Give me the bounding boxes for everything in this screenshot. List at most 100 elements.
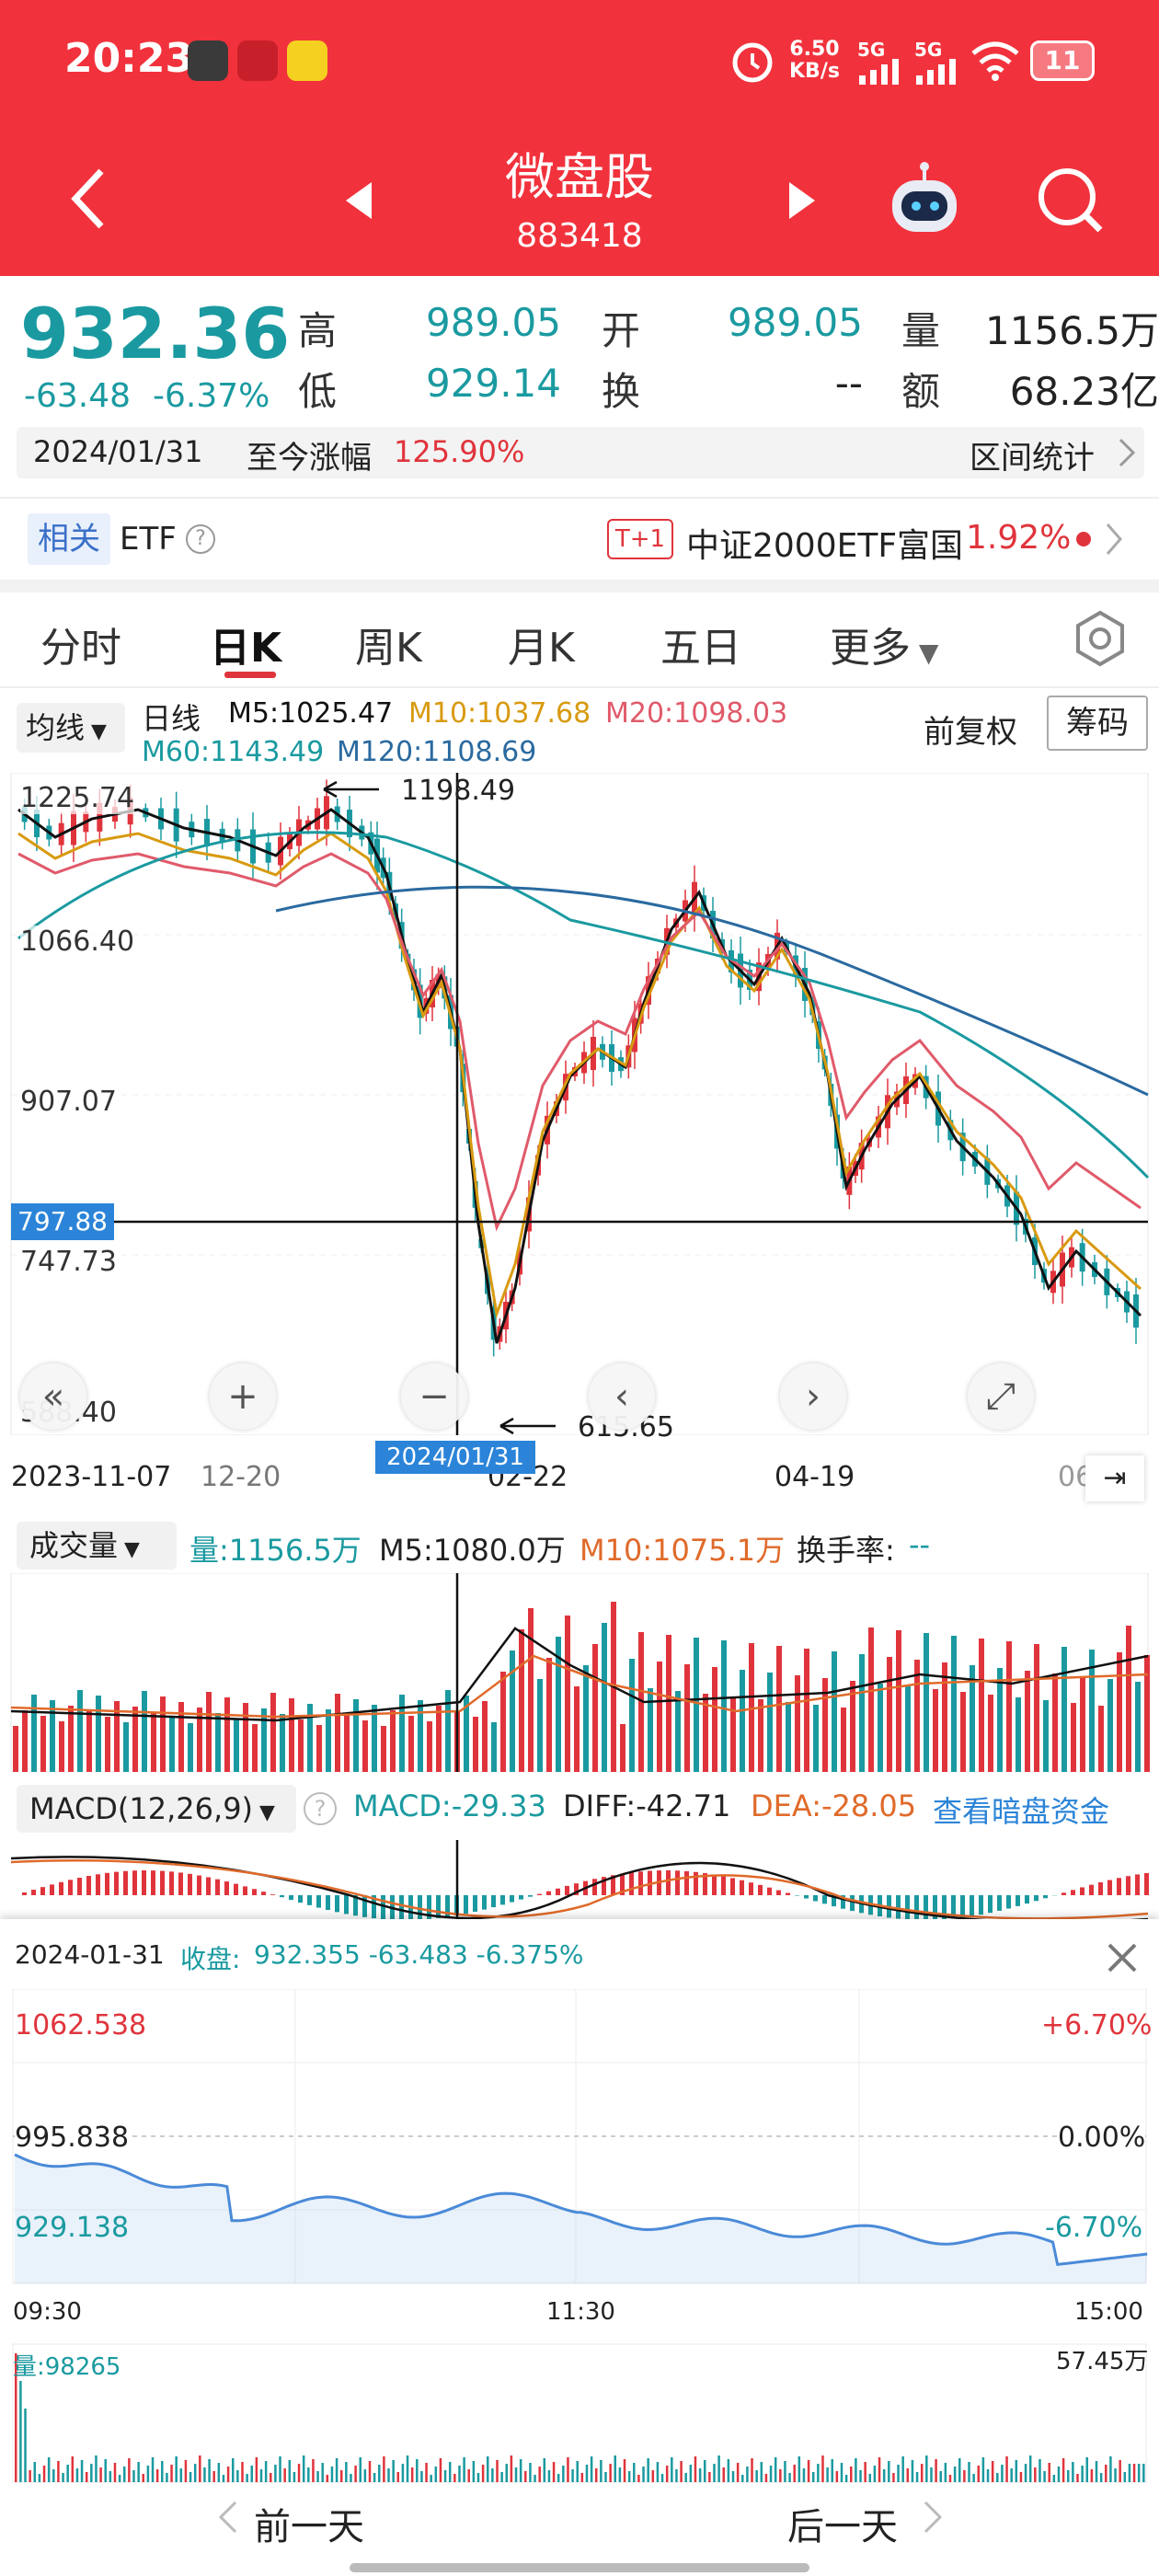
macd-bar xyxy=(22,1892,27,1895)
macd-bar xyxy=(804,1895,809,1899)
intraday-pct-top: +6.70% xyxy=(1041,2009,1153,2041)
help-icon[interactable]: ? xyxy=(186,524,215,554)
intraday-vol-bar xyxy=(1095,2461,1098,2482)
macd-bar xyxy=(243,1886,247,1895)
chips-button[interactable]: 筹码 xyxy=(1047,696,1148,751)
intraday-vol-bar xyxy=(75,2468,79,2482)
back-icon[interactable] xyxy=(66,166,112,230)
scroll-left-fast-button[interactable]: « xyxy=(20,1363,86,1430)
volume-bar xyxy=(1126,1626,1131,1772)
intraday-area xyxy=(15,2155,1148,2283)
t1-badge: T+1 xyxy=(607,519,673,559)
volume-bar xyxy=(1061,1647,1067,1772)
volume-bar xyxy=(280,1714,285,1772)
volume-bar xyxy=(648,1688,653,1772)
volume-bar xyxy=(1117,1652,1122,1772)
turnover-value: -- xyxy=(834,361,863,406)
help-icon[interactable]: ? xyxy=(304,1792,337,1825)
intraday-vol-bar xyxy=(29,2470,31,2482)
volume-bar xyxy=(620,1724,625,1772)
prev-arrow-icon[interactable] xyxy=(340,180,377,221)
tab-intraday[interactable]: 分时 xyxy=(40,625,121,672)
ma10-line xyxy=(17,832,1142,1319)
macd-bar xyxy=(1034,1895,1039,1902)
tab-daily-k[interactable]: 日K xyxy=(210,625,282,672)
intraday-vol-bar xyxy=(378,2465,381,2482)
volume-select[interactable]: 成交量 ▼ xyxy=(17,1522,177,1570)
prev-day-button[interactable]: 前一天 xyxy=(254,2506,364,2548)
ma-select[interactable]: 均线 ▼ xyxy=(17,703,125,753)
tab-monthly-k[interactable]: 月K xyxy=(508,625,575,672)
macd-bar xyxy=(252,1889,257,1895)
scroll-left-button[interactable]: ‹ xyxy=(589,1363,655,1430)
range-stats-link[interactable]: 区间统计 xyxy=(970,440,1095,477)
robot-icon[interactable] xyxy=(883,160,966,243)
intraday-vol-bar xyxy=(585,2465,589,2482)
macd-bar xyxy=(151,1870,155,1895)
intraday-vol-bar xyxy=(425,2463,428,2482)
tab-weekly-k[interactable]: 周K xyxy=(355,625,422,672)
intraday-vol-bar xyxy=(453,2474,456,2482)
intraday-vol-bar xyxy=(689,2465,693,2482)
jump-latest-button[interactable]: ⇥ xyxy=(1085,1455,1144,1501)
dark-pool-link[interactable]: 查看暗盘资金 xyxy=(933,1794,1110,1829)
macd-bar xyxy=(280,1895,284,1898)
intraday-vol-bar xyxy=(212,2471,215,2482)
next-day-button[interactable]: 后一天 xyxy=(787,2506,898,2548)
page-title: 微盘股 xyxy=(505,148,654,206)
macd-bar xyxy=(997,1895,1002,1911)
last-price: 932.36 xyxy=(20,293,291,374)
intraday-vol-bar xyxy=(864,2462,866,2482)
intraday-vol-bar xyxy=(288,2460,292,2482)
intraday-vol-bar xyxy=(873,2466,877,2482)
volume-bar xyxy=(1071,1703,1076,1772)
scroll-right-button[interactable]: › xyxy=(780,1363,846,1430)
close-icon[interactable] xyxy=(1100,1936,1144,1980)
tab-more[interactable]: 更多 ▼ xyxy=(830,625,939,672)
intraday-vol-bar xyxy=(264,2461,268,2482)
volume-bar xyxy=(933,1689,938,1772)
intraday-vol-bar xyxy=(137,2462,140,2482)
macd-bar xyxy=(445,1895,450,1917)
zoom-out-button[interactable]: − xyxy=(401,1363,467,1430)
search-icon[interactable] xyxy=(1036,166,1106,236)
intraday-vol-bar xyxy=(95,2455,98,2482)
next-arrow-icon[interactable] xyxy=(784,180,820,221)
intraday-vol-bar xyxy=(1132,2464,1136,2482)
chevron-right-icon[interactable] xyxy=(1104,521,1126,558)
fullscreen-button[interactable]: ⤢ xyxy=(968,1363,1034,1430)
chevron-left-icon[interactable] xyxy=(213,2497,241,2537)
intraday-vol-bar xyxy=(279,2456,281,2482)
intraday-vol-bar xyxy=(1085,2457,1089,2482)
settings-hex-icon[interactable] xyxy=(1071,609,1130,668)
intraday-vol-bar xyxy=(175,2456,178,2482)
tab-five-day[interactable]: 五日 xyxy=(660,625,741,672)
intraday-vol-bar xyxy=(713,2464,716,2482)
intraday-vol-bar xyxy=(496,2460,499,2482)
intraday-vol-bar xyxy=(443,2470,447,2482)
kline-chart[interactable] xyxy=(0,773,1159,1435)
intraday-vol-bar xyxy=(1072,2462,1074,2482)
related-fund-name[interactable]: 中证2000ETF富国 xyxy=(686,527,964,565)
macd-bar xyxy=(519,1895,523,1900)
intraday-vol-bar xyxy=(71,2456,75,2482)
amount-label: 额 xyxy=(901,369,941,414)
intraday-vol-bar xyxy=(19,2381,22,2482)
intraday-vol-bar xyxy=(623,2459,626,2482)
zoom-in-button[interactable]: + xyxy=(210,1363,276,1430)
chevron-right-icon[interactable] xyxy=(920,2497,947,2537)
adjust-toggle[interactable]: 前复权 xyxy=(924,714,1017,751)
intraday-vol-bar xyxy=(15,2353,17,2482)
volume-bar xyxy=(749,1643,754,1772)
macd-bar xyxy=(169,1871,174,1895)
volume-bar xyxy=(786,1702,791,1772)
range-stats-bar[interactable]: 2024/01/31 至今涨幅 125.90% 区间统计 xyxy=(17,427,1144,478)
chart-frame xyxy=(10,773,1149,1435)
intraday-vol-bar xyxy=(363,2469,367,2482)
macd-select[interactable]: MACD(12,26,9) ▼ xyxy=(17,1785,296,1833)
intraday-vol-bar xyxy=(651,2470,655,2482)
intraday-pct-mid: 0.00% xyxy=(1058,2122,1146,2154)
turnover-rate-value: -- xyxy=(909,1527,931,1562)
intraday-vol-bar xyxy=(1066,2470,1070,2482)
crosshair-date-tag: 2024/01/31 xyxy=(375,1441,535,1474)
